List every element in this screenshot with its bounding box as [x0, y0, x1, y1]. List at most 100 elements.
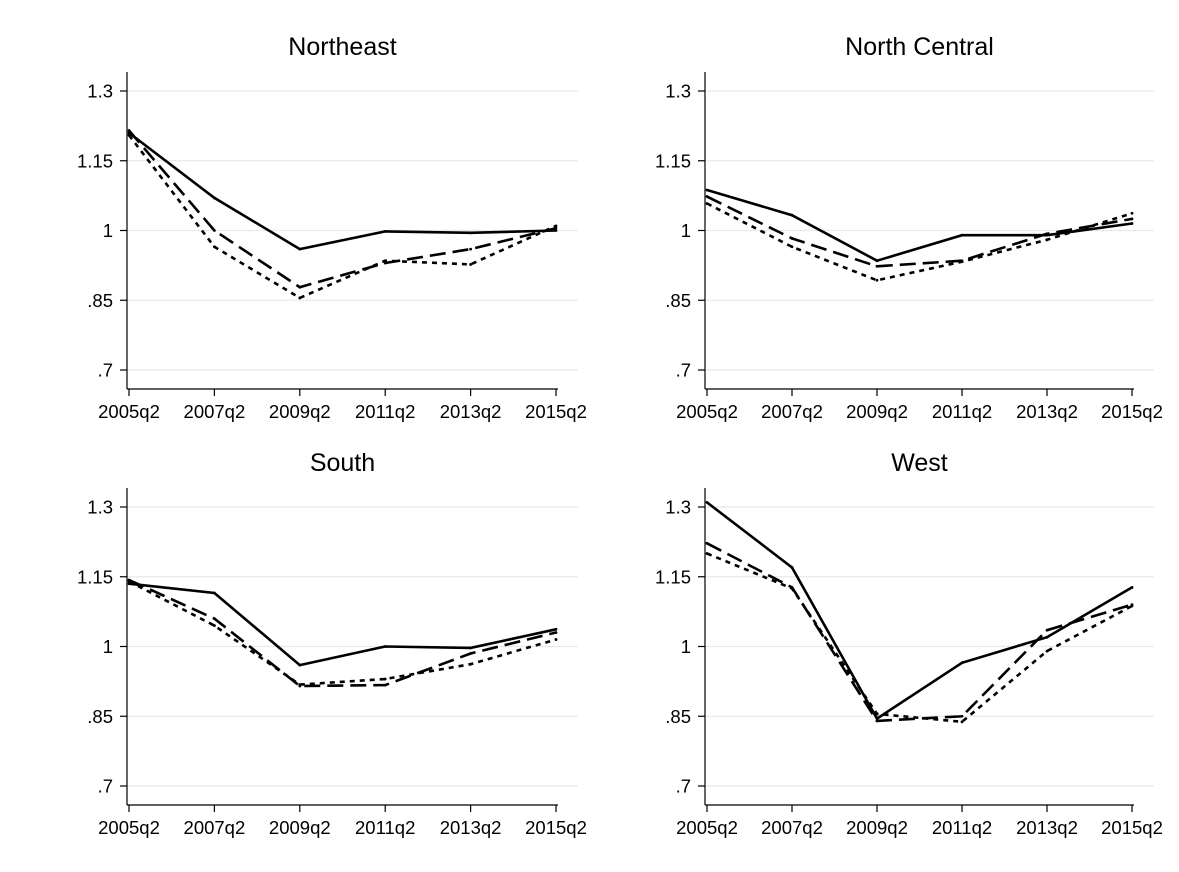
data-point — [469, 263, 472, 266]
x-tick-label: 2009q2 — [846, 817, 908, 838]
data-point — [1130, 222, 1134, 225]
x-tick-label: 2009q2 — [846, 401, 908, 422]
series-line-dashed — [706, 195, 1133, 268]
data-point — [1130, 211, 1134, 215]
data-point — [1045, 649, 1049, 653]
data-point — [213, 196, 216, 200]
x-tick-label: 2007q2 — [184, 817, 246, 838]
y-tick-label: 1.15 — [655, 566, 691, 587]
panel-west: West .7 .85 1 1.15 1.3 2005q2 2007q2 2009q2 2011q… — [655, 449, 1163, 838]
x-tick-label: 2007q2 — [184, 401, 246, 422]
data-point — [960, 714, 964, 718]
data-point — [705, 188, 709, 192]
y-tick-label: .7 — [676, 360, 691, 381]
data-point — [1045, 238, 1049, 242]
x-tick-label: 2015q2 — [525, 817, 587, 838]
x-tick-label: 2005q2 — [98, 817, 160, 838]
series-line-dashed — [706, 542, 1133, 723]
y-tick-label: 1.15 — [655, 150, 691, 171]
data-point — [1045, 628, 1049, 632]
y-tick-label: .7 — [98, 776, 113, 797]
series-line-dotted — [706, 202, 1133, 282]
x-tick-label: 2005q2 — [676, 401, 738, 422]
data-point — [298, 663, 302, 667]
data-point — [383, 259, 387, 263]
y-tick-label: 1.3 — [87, 81, 113, 102]
data-point — [213, 617, 216, 620]
x-tick-label: 2013q2 — [1016, 401, 1078, 422]
data-point — [554, 638, 558, 641]
data-point — [127, 133, 131, 137]
x-tick-label: 2015q2 — [1101, 817, 1163, 838]
series-line-dotted — [127, 134, 557, 300]
data-point — [875, 278, 879, 282]
data-point — [1130, 586, 1134, 589]
data-point — [127, 580, 131, 583]
data-point — [1045, 635, 1049, 639]
data-point — [790, 245, 794, 249]
x-tick-label: 2013q2 — [1016, 817, 1078, 838]
y-tick-label: 1.3 — [665, 81, 691, 102]
data-point — [875, 712, 879, 716]
data-point — [213, 245, 216, 249]
data-point — [790, 566, 794, 569]
panel-title: West — [891, 449, 948, 477]
data-point — [1130, 604, 1134, 608]
x-tick-label: 2015q2 — [1101, 401, 1163, 422]
x-tick-label: 2013q2 — [440, 817, 502, 838]
data-point — [705, 195, 709, 198]
y-tick-label: 1 — [103, 220, 113, 241]
data-point — [213, 624, 216, 627]
panel-title: Northeast — [288, 33, 396, 61]
data-point — [554, 229, 558, 232]
data-point — [790, 213, 794, 217]
series-line-solid — [706, 188, 1133, 263]
panel-title: North Central — [845, 33, 994, 61]
data-point — [875, 264, 879, 268]
data-point — [705, 552, 709, 555]
data-point — [383, 677, 387, 681]
panel-north-central: North Central .7 .85 1 1.15 1.3 2005q2 2007q2 20… — [655, 33, 1163, 422]
y-tick-label: .85 — [87, 706, 113, 727]
data-point — [383, 683, 387, 687]
data-point — [790, 237, 794, 240]
series-line-solid — [706, 501, 1133, 721]
data-point — [213, 229, 216, 232]
series-line-dashed — [128, 129, 557, 289]
x-tick-label: 2007q2 — [761, 817, 823, 838]
data-point — [790, 586, 794, 590]
data-point — [875, 717, 879, 720]
series-line-solid — [128, 131, 557, 251]
data-point — [705, 541, 709, 545]
y-tick-label: .85 — [665, 290, 691, 311]
panel-south: South .7 .85 1 1.15 1.3 2005q2 2007q2 2009q2 2011… — [77, 449, 587, 838]
data-point — [554, 627, 558, 631]
x-tick-label: 2013q2 — [440, 401, 502, 422]
data-point — [554, 224, 558, 228]
y-tick-label: 1 — [681, 220, 691, 241]
y-tick-label: .85 — [665, 706, 691, 727]
data-point — [383, 230, 387, 233]
x-tick-label: 2015q2 — [525, 401, 587, 422]
data-point — [469, 646, 472, 650]
x-tick-label: 2011q2 — [932, 817, 992, 838]
data-point — [298, 683, 302, 687]
data-point — [298, 285, 302, 289]
x-tick-label: 2005q2 — [676, 817, 738, 838]
data-point — [875, 259, 879, 263]
data-point — [383, 645, 387, 648]
series-line-solid — [128, 582, 557, 667]
panel-northeast: Northeast .7 .85 1 1.15 1.3 2005q2 2007q2 2009q2… — [77, 33, 587, 422]
panel-title: South — [310, 449, 375, 477]
data-point — [1045, 232, 1049, 236]
x-tick-label: 2009q2 — [269, 401, 331, 422]
y-tick-label: .7 — [98, 360, 113, 381]
data-point — [298, 247, 302, 251]
data-point — [875, 719, 879, 723]
data-point — [213, 591, 216, 595]
data-point — [960, 233, 964, 237]
data-point — [960, 720, 964, 724]
x-tick-label: 2011q2 — [355, 401, 415, 422]
